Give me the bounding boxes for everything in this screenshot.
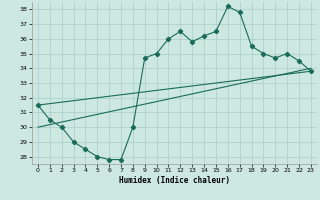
X-axis label: Humidex (Indice chaleur): Humidex (Indice chaleur) — [119, 176, 230, 185]
